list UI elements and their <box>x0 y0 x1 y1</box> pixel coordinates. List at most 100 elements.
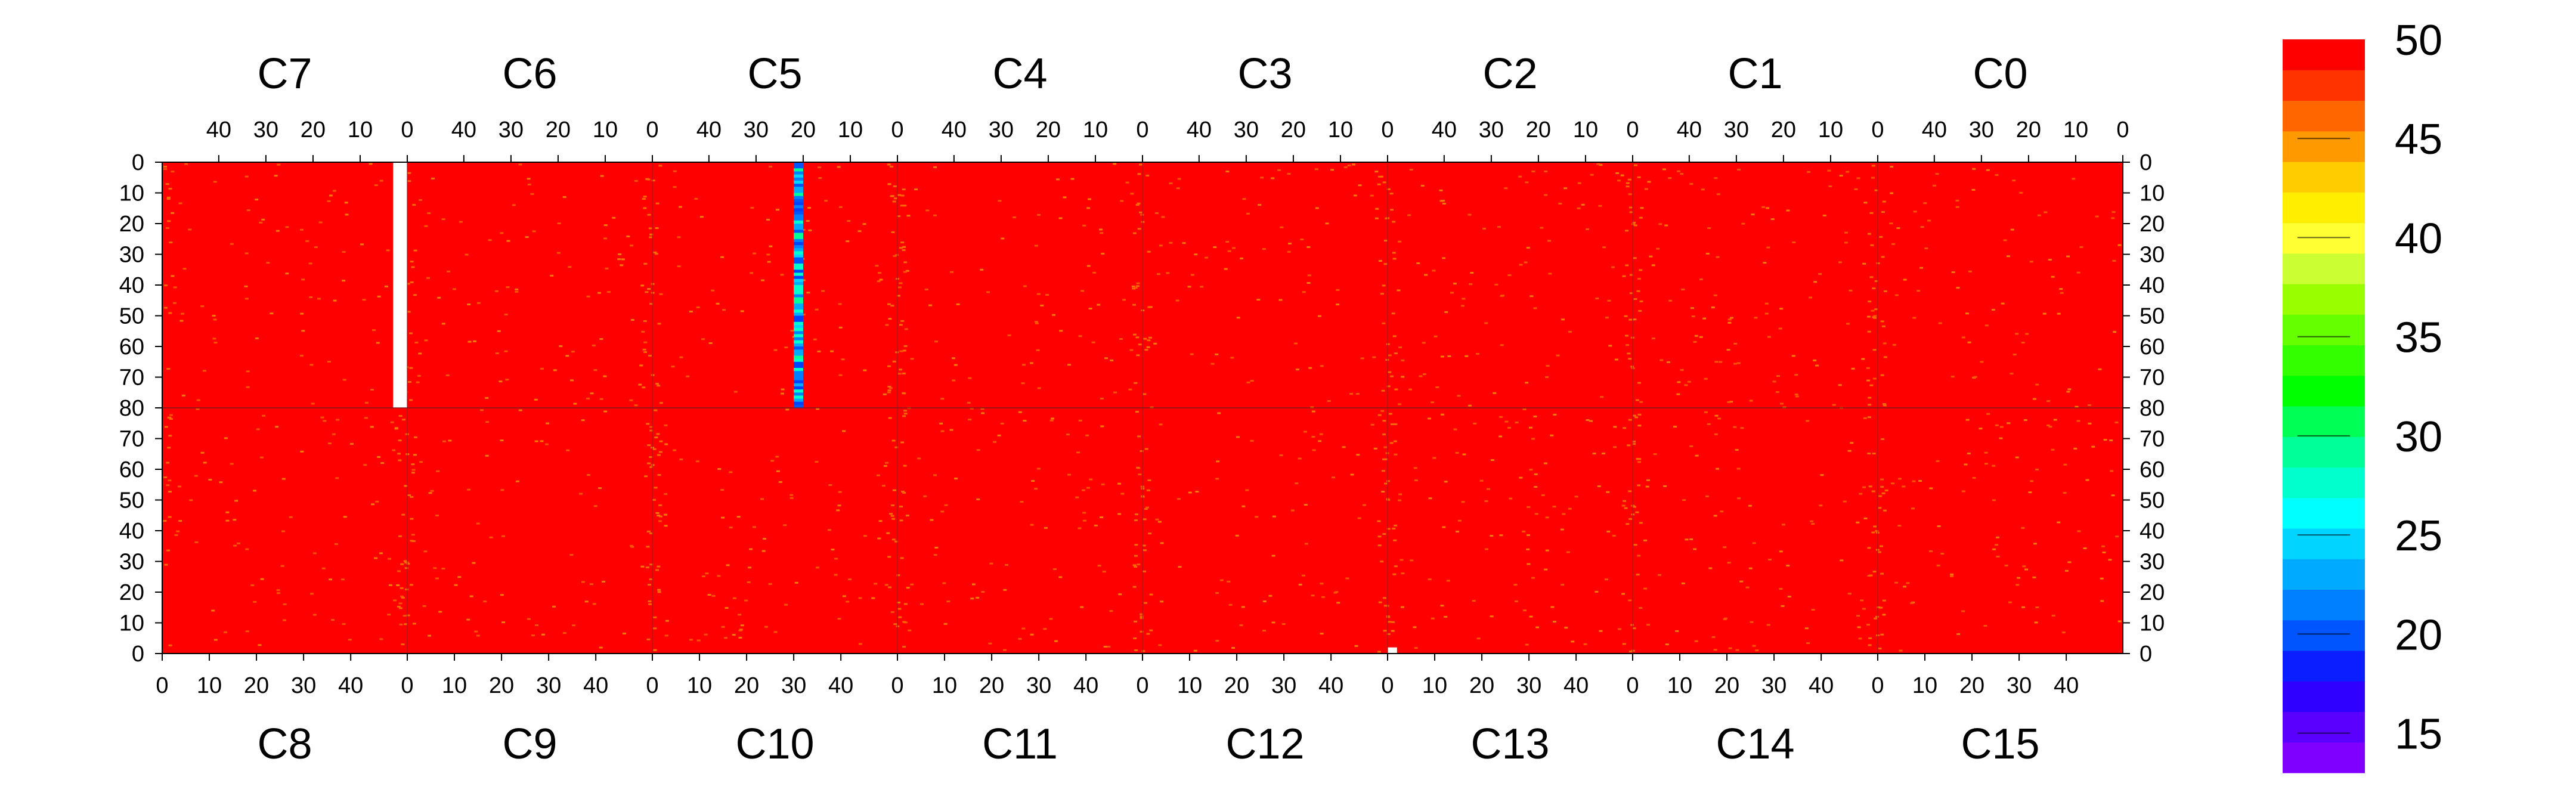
heatmap-cell <box>1040 304 1044 306</box>
heatmap-cell <box>1973 376 1977 378</box>
heatmap-cell <box>1391 630 1395 632</box>
heatmap-cell <box>1410 559 1414 562</box>
heatmap-cell <box>834 558 838 560</box>
heatmap-cell <box>387 614 391 616</box>
heatmap-cell <box>584 600 589 603</box>
heatmap-cell <box>1622 275 1626 277</box>
heatmap-cell <box>2076 271 2080 274</box>
heatmap-cell <box>877 280 881 283</box>
heatmap-cell <box>1067 364 1072 366</box>
heatmap-cell <box>1872 571 1877 573</box>
heatmap-cell <box>398 459 402 462</box>
heatmap-cell <box>1794 394 1798 395</box>
heatmap-cell <box>1545 549 1549 552</box>
heatmap-cell <box>230 463 234 465</box>
heatmap-cell <box>2072 178 2076 180</box>
heatmap-cell <box>679 206 682 208</box>
masked-region <box>393 162 407 408</box>
heatmap-cell <box>1606 491 1610 493</box>
heatmap-cell <box>1398 493 1402 496</box>
heatmap-cell <box>2003 239 2007 242</box>
heatmap-cell <box>2015 584 2020 586</box>
heatmap-cell <box>2063 463 2067 466</box>
heatmap-cell <box>603 237 607 240</box>
masked-region <box>1388 647 1397 654</box>
colorbar-band <box>2283 406 2365 437</box>
heatmap-cell <box>649 532 653 534</box>
heatmap-cell <box>1646 624 1650 626</box>
heatmap-cell <box>1200 286 1204 288</box>
top-x-tick-label: 0 <box>1136 117 1148 143</box>
heatmap-cell <box>646 638 651 640</box>
heatmap-cell <box>457 576 462 578</box>
heatmap-cell <box>1022 364 1026 366</box>
heatmap-cell <box>1806 420 1810 422</box>
heatmap-cell <box>1862 486 1866 488</box>
heatmap-cell <box>565 355 569 357</box>
heatmap-cell <box>824 200 828 202</box>
heatmap-cell <box>1147 306 1151 308</box>
heatmap-cell <box>1398 240 1402 243</box>
heatmap-cell <box>562 632 566 634</box>
heatmap-cell <box>1389 193 1394 195</box>
heatmap-cell <box>783 524 787 527</box>
heatmap-cell <box>556 252 561 254</box>
heatmap-cell <box>748 566 752 569</box>
heatmap-cell <box>1525 643 1529 646</box>
heatmap-cell <box>1294 342 1298 345</box>
low-value-cell <box>794 371 803 374</box>
heatmap-cell <box>2042 312 2046 315</box>
heatmap-cell <box>1360 357 1364 360</box>
colorbar-band <box>2283 253 2365 284</box>
heatmap-cell <box>1980 361 1984 363</box>
heatmap-cell <box>1063 196 1067 199</box>
heatmap-cell <box>1883 356 1887 358</box>
heatmap-cell <box>1058 576 1063 578</box>
heatmap-cell <box>465 253 469 256</box>
low-value-cell <box>794 318 803 323</box>
heatmap-cell <box>400 595 404 597</box>
colorbar-band <box>2283 100 2365 132</box>
heatmap-cell <box>1210 363 1215 365</box>
heatmap-cell <box>1630 624 1634 626</box>
heatmap-cell <box>1820 474 1824 476</box>
heatmap-cell <box>1872 287 1876 290</box>
heatmap-cell <box>1768 558 1772 561</box>
low-value-cell <box>794 190 803 194</box>
heatmap-cell <box>1137 173 1141 175</box>
heatmap-cell <box>1143 549 1147 552</box>
heatmap-cell <box>312 614 317 616</box>
heatmap-cell <box>1884 489 1888 491</box>
low-value-cell <box>794 233 803 237</box>
heatmap-cell <box>1125 181 1129 184</box>
heatmap-cell <box>1568 507 1572 510</box>
top-x-tick-label: 30 <box>253 117 278 143</box>
heatmap-cell <box>1178 566 1182 568</box>
heatmap-cell <box>657 515 661 517</box>
heatmap-cell <box>1147 250 1151 253</box>
heatmap-cell <box>1577 182 1581 184</box>
heatmap-cell <box>846 240 850 243</box>
heatmap-cell <box>890 611 894 613</box>
heatmap-cell <box>1815 364 1819 367</box>
heatmap-cell <box>897 608 902 610</box>
heatmap-cell <box>1891 482 1895 485</box>
heatmap-cell <box>1552 506 1556 508</box>
upper-y-tick-label-left: 40 <box>119 273 144 298</box>
heatmap-cell <box>256 428 260 431</box>
heatmap-cell <box>225 511 230 513</box>
heatmap-cell <box>976 498 980 500</box>
heatmap-cell <box>1522 408 1527 410</box>
heatmap-cell <box>1882 403 1886 405</box>
heatmap-cell <box>1811 609 1815 611</box>
lower-y-tick-label-right: 40 <box>2140 519 2165 544</box>
heatmap-cell <box>1935 173 1939 175</box>
low-value-cell <box>794 306 803 310</box>
heatmap-cell <box>1242 198 1246 200</box>
heatmap-cell <box>1401 572 1405 575</box>
heatmap-cell <box>255 337 259 339</box>
heatmap-cell <box>250 584 255 587</box>
heatmap-cell <box>266 262 270 264</box>
top-x-tick-label: 20 <box>1281 117 1306 143</box>
heatmap-cell <box>1378 260 1382 262</box>
